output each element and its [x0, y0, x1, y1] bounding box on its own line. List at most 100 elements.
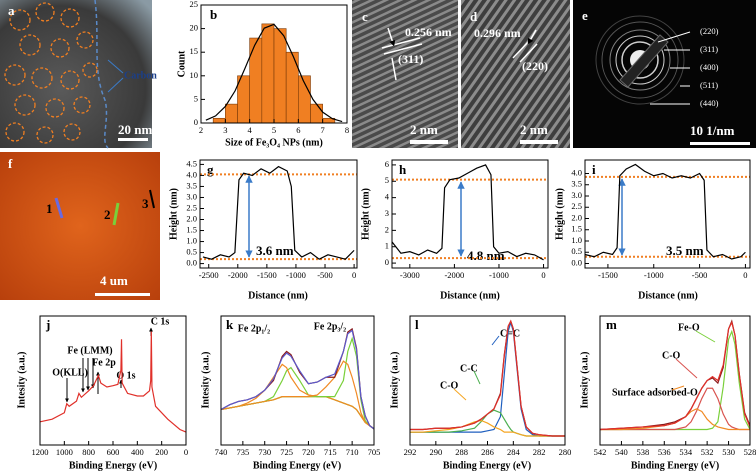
x-axis-label: Size of Fe₃O₄ NPs (nm) [225, 137, 323, 148]
y-tick-label: 3 [385, 208, 389, 218]
y-tick-label: 3.0 [186, 191, 197, 201]
plot-frame [220, 315, 375, 446]
y-tick-label: 10 [190, 70, 199, 80]
data-line [220, 336, 375, 430]
y-tick-label: 6 [385, 159, 389, 169]
y-tick-label: 2.0 [186, 213, 197, 223]
x-tick-label: 542 [594, 447, 607, 457]
annotation: 4.8 nm [467, 248, 505, 263]
x-tick-label: 2 [199, 125, 203, 135]
x-tick-label: 0 [184, 447, 188, 457]
x-tick-label: -1000 [286, 270, 306, 280]
x-tick-label: 282 [533, 447, 546, 457]
data-line [220, 329, 375, 430]
data-line [410, 319, 565, 437]
y-tick-label: 4.5 [186, 158, 197, 168]
image-a [0, 0, 152, 149]
x-tick-label: -1500 [257, 270, 277, 280]
data-line [584, 163, 746, 260]
x-tick-label: 710 [346, 447, 359, 457]
annotation: 3 [142, 196, 149, 211]
x-tick-label: 280 [559, 447, 572, 457]
y-axis-label: Height (nm) [554, 188, 565, 240]
x-tick-label: 4 [248, 125, 253, 135]
image-f [0, 152, 160, 300]
y-tick-label: 1.0 [571, 235, 582, 245]
x-tick-label: 534 [679, 447, 693, 457]
panel-label: m [606, 317, 617, 332]
x-axis-label: Binding Energy (eV) [253, 460, 341, 471]
x-tick-label: -500 [692, 270, 708, 280]
bar [273, 28, 287, 124]
series-label: Fe-O [678, 322, 700, 333]
x-tick-label: -500 [317, 270, 333, 280]
panel-label: i [592, 162, 596, 177]
y-tick-label: 25 [190, 0, 199, 9]
panel-label: h [399, 162, 407, 177]
data-line [205, 23, 343, 123]
x-axis-label: Binding Energy (eV) [443, 460, 531, 471]
y-tick-label: 0.0 [571, 257, 582, 267]
annotation: C 1s [151, 316, 170, 327]
data-line [410, 320, 565, 437]
annotation: (311) [398, 52, 423, 66]
x-tick-label: 720 [302, 447, 315, 457]
y-tick-label: 4.0 [186, 169, 197, 179]
annotation: (220) [700, 26, 719, 36]
x-tick-label: 7 [321, 125, 325, 135]
y-tick-label: 0.0 [186, 258, 197, 268]
annotation: Fe 2p₃/₂ [314, 321, 346, 332]
data-line [202, 165, 355, 260]
x-tick-label: 705 [368, 447, 381, 457]
x-tick-label: 740 [215, 447, 228, 457]
series-label: C-O [440, 380, 459, 391]
y-tick-label: 2 [385, 224, 389, 234]
series-label: C-O [662, 350, 681, 361]
y-axis-label: Intesity (a.u.) [389, 352, 400, 409]
y-axis-label: Intesity (a.u.) [200, 352, 211, 409]
x-tick-label: 715 [324, 447, 337, 457]
x-tick-label: -1000 [489, 270, 509, 280]
data-line [410, 319, 565, 437]
x-tick-label: 540 [615, 447, 628, 457]
annotation: (400) [700, 62, 719, 72]
x-tick-label: 1000 [56, 447, 73, 457]
annotation: 0.296 nm [474, 26, 521, 40]
panel-label: a [8, 3, 15, 18]
scale-bar-label: 2 nm [520, 122, 548, 137]
y-tick-label: 4.0 [571, 167, 582, 177]
x-axis-label: Binding Energy (eV) [69, 460, 157, 471]
x-tick-label: 800 [82, 447, 95, 457]
data-line [220, 360, 375, 430]
bar [249, 37, 263, 124]
data-line [220, 363, 375, 430]
x-tick-label: 8 [345, 125, 349, 135]
y-tick-label: 3.0 [571, 190, 582, 200]
panel-label: j [45, 317, 50, 332]
x-tick-label: 0 [352, 270, 356, 280]
annotation: (220) [522, 59, 548, 73]
x-tick-label: -2000 [228, 270, 248, 280]
scale-bar-label: 2 nm [410, 122, 438, 137]
y-tick-label: 4 [385, 192, 390, 202]
scale-bar-label: 20 nm [118, 122, 152, 137]
y-tick-label: 5 [385, 175, 389, 185]
x-tick-label: 0 [743, 270, 747, 280]
y-tick-label: 20 [190, 23, 199, 33]
annotation: 3.6 nm [256, 243, 294, 258]
y-axis-label: Height (nm) [360, 188, 371, 240]
leader-lines [453, 335, 500, 401]
data-line [599, 320, 751, 431]
x-axis-label: Distance (nm) [440, 290, 500, 301]
x-tick-label: -2500 [199, 270, 219, 280]
x-tick-label: -1000 [644, 270, 664, 280]
panel-label: g [207, 162, 214, 177]
x-tick-label: 538 [636, 447, 649, 457]
y-tick-label: 5 [194, 93, 198, 103]
x-tick-label: 1200 [32, 447, 49, 457]
x-tick-label: 284 [507, 447, 521, 457]
series-label: Surface adsorbed-O [612, 387, 698, 398]
x-tick-label: 288 [455, 447, 468, 457]
y-tick-label: 1.5 [186, 224, 197, 234]
annotation: Fe 2p [92, 357, 116, 368]
